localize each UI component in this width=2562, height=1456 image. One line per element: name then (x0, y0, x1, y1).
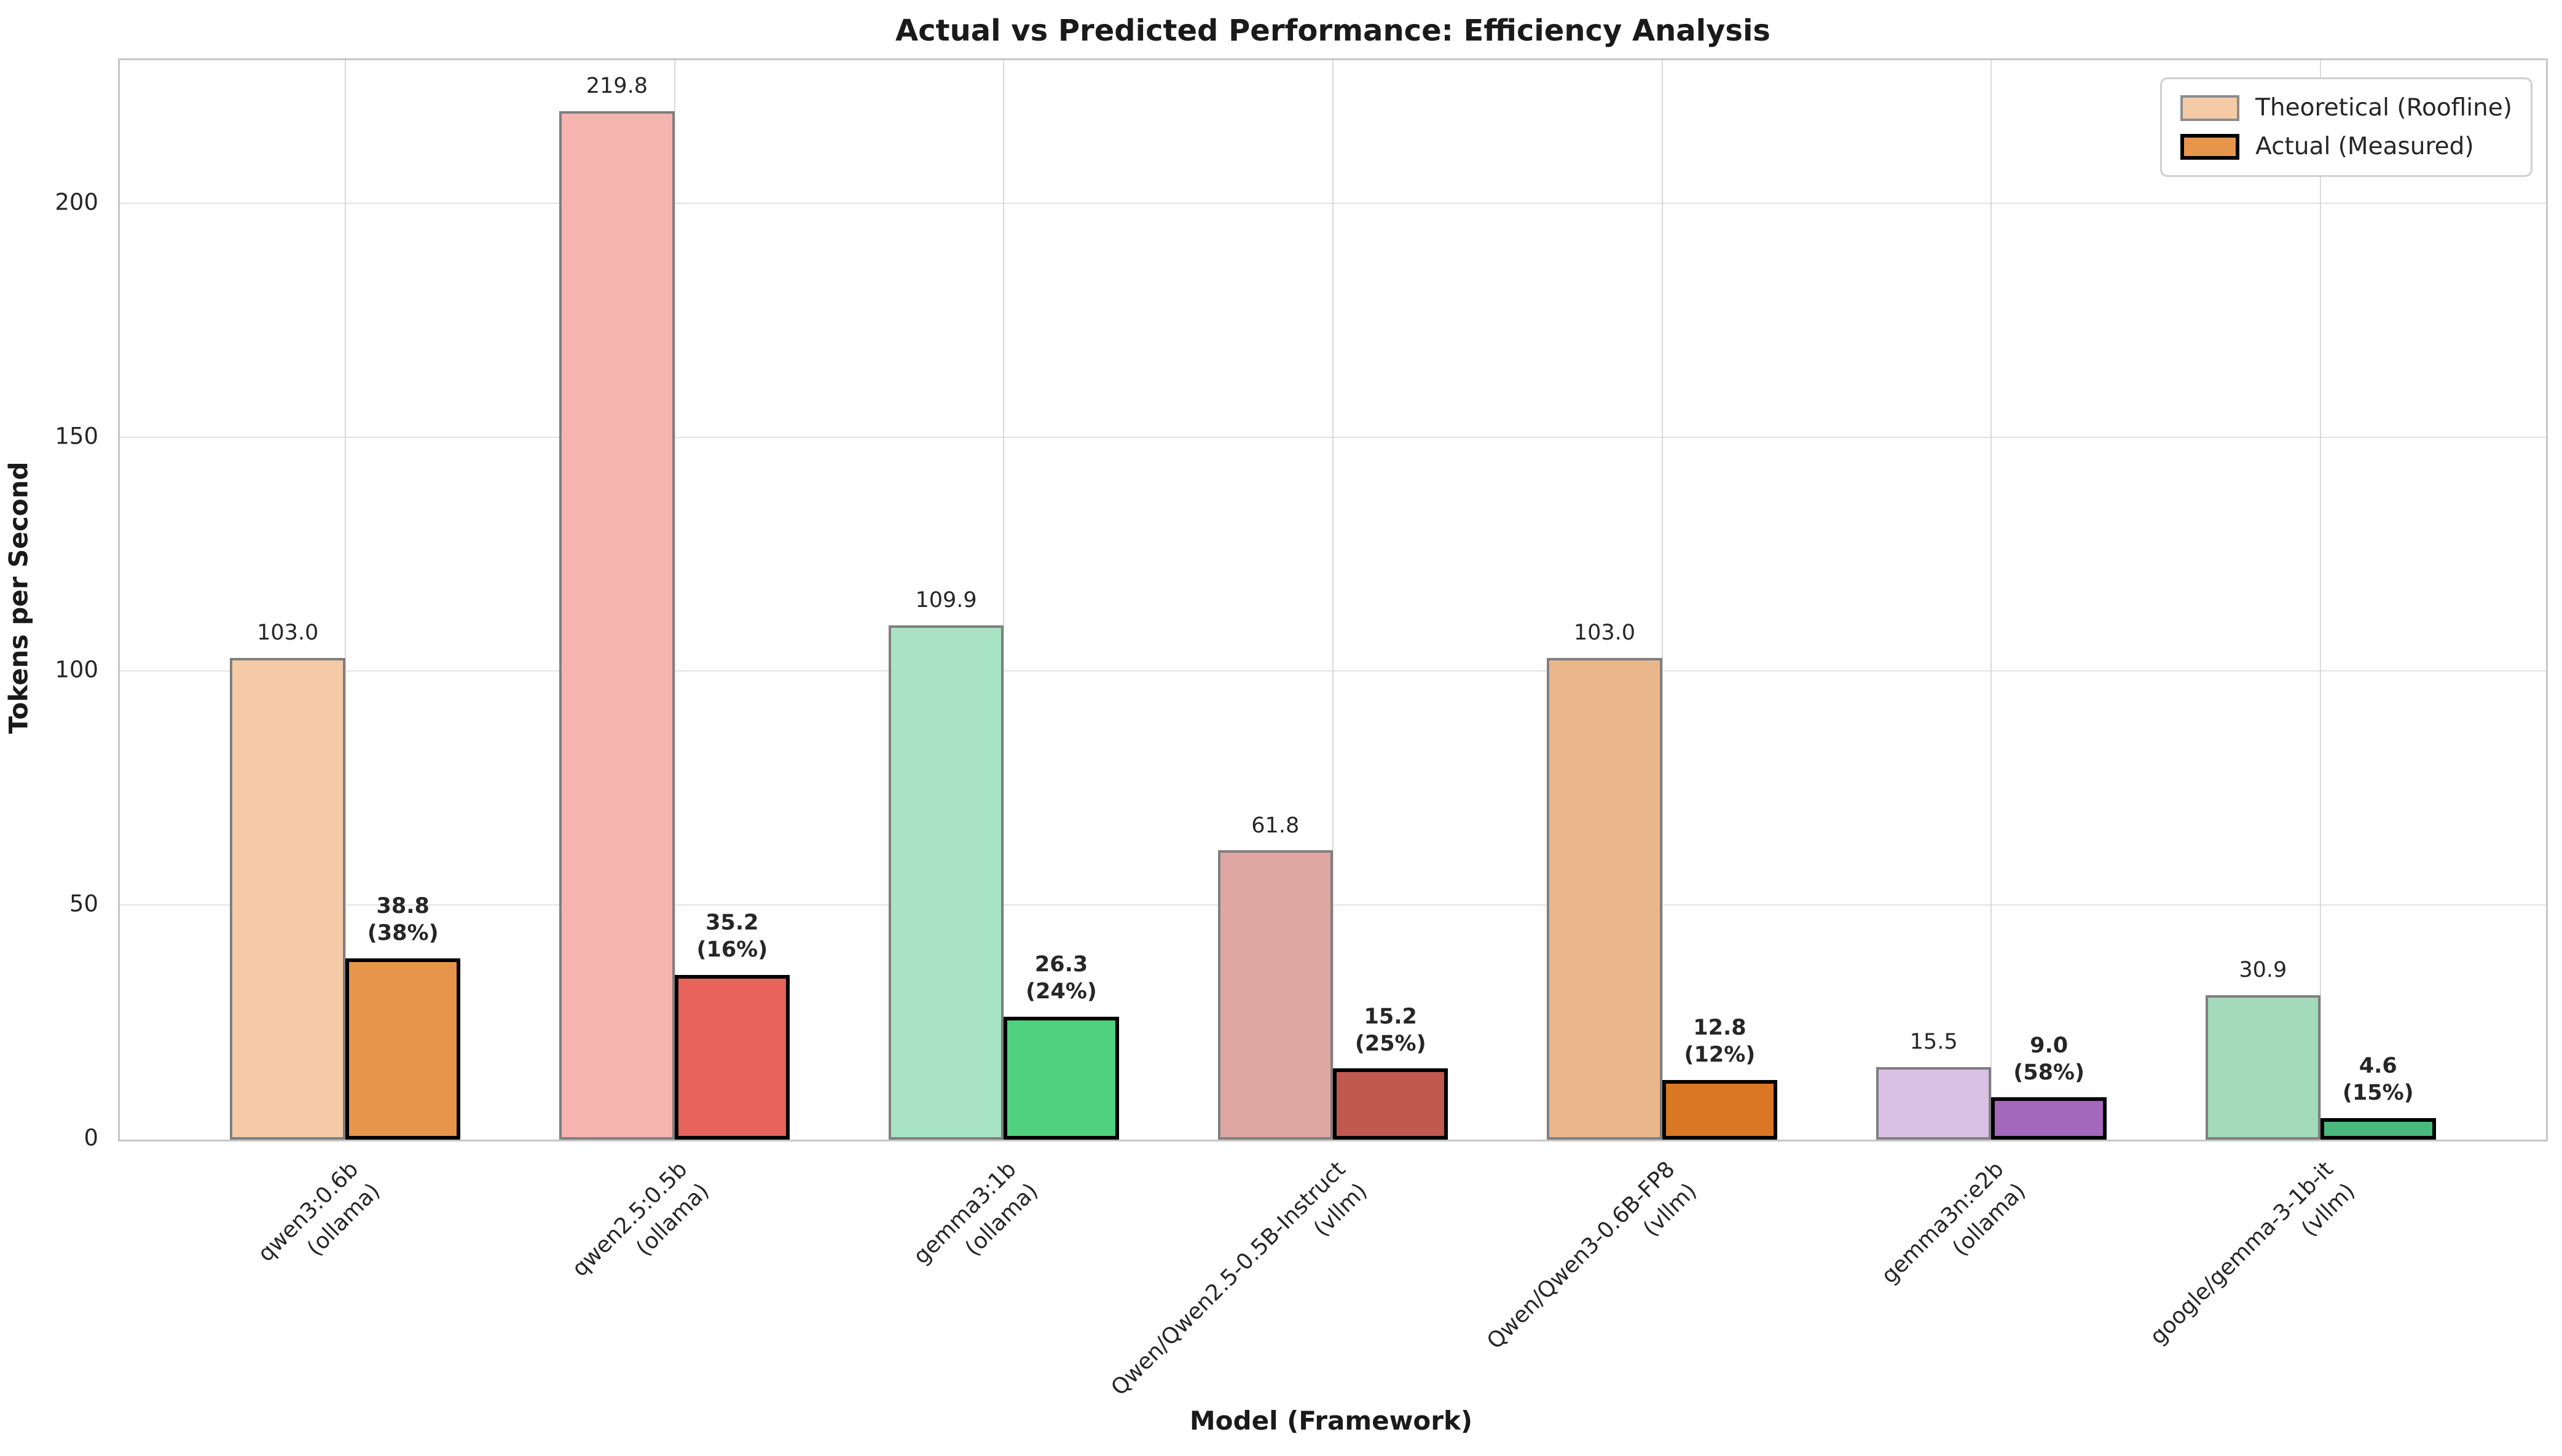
x-tick-label: gemma3:1b (ollama) (908, 1156, 1043, 1269)
legend-swatch-actual-icon (2180, 133, 2240, 160)
theoretical-value-label: 103.0 (257, 620, 319, 645)
actual-bar (674, 974, 790, 1140)
actual-value-label: 9.0 (58%) (2013, 1033, 2085, 1085)
theoretical-value-label: 219.8 (586, 74, 648, 99)
actual-bar (2320, 1117, 2436, 1140)
y-tick-label: 100 (55, 656, 98, 683)
x-tick-label: google/gemma-3-1b-it (vllm) (2145, 1156, 2360, 1350)
v-gridline (344, 60, 346, 1140)
y-tick-label: 200 (55, 189, 98, 216)
actual-bar (1662, 1079, 1778, 1140)
plot-area: 103.0 38.8 (38%) 219.8 35.2 (16%) 109.9 26.3 (24… (118, 58, 2548, 1141)
legend: Theoretical (Roofline) Actual (Measured) (2160, 77, 2533, 177)
theoretical-bar (888, 625, 1004, 1140)
actual-bar (1333, 1068, 1448, 1140)
theoretical-value-label: 15.5 (1909, 1030, 1958, 1055)
actual-value-label: 12.8 (12%) (1684, 1016, 1756, 1067)
actual-bar (1991, 1097, 2107, 1140)
actual-value-label: 26.3 (24%) (1026, 952, 1097, 1004)
v-gridline (2320, 60, 2322, 1140)
y-axis-ticks: 0 50 100 150 200 (0, 58, 98, 1151)
theoretical-bar (2205, 995, 2321, 1140)
theoretical-bar (559, 111, 675, 1140)
theoretical-value-label: 103.0 (1573, 620, 1636, 645)
y-tick-label: 50 (69, 890, 98, 917)
v-gridline (1332, 60, 1334, 1140)
v-gridline (1003, 60, 1005, 1140)
legend-entry-actual: Actual (Measured) (2180, 133, 2512, 160)
x-tick-label: Qwen/Qwen2.5-0.5B-Instruct (vllm) (1106, 1156, 1373, 1401)
x-tick-label: Qwen/Qwen3-0.6B-FP8 (vllm) (1482, 1156, 1702, 1355)
x-axis-ticks: qwen3:0.6b (ollama) qwen2.5:0.5b (ollama) ge… (118, 1150, 2544, 1408)
theoretical-bar (1876, 1067, 1992, 1140)
x-tick-label: qwen2.5:0.5b (ollama) (567, 1156, 715, 1282)
theoretical-value-label: 109.9 (915, 588, 977, 613)
theoretical-value-label: 30.9 (2239, 957, 2287, 982)
legend-swatch-theoretical-icon (2180, 95, 2240, 121)
legend-label-theoretical: Theoretical (Roofline) (2255, 94, 2512, 122)
legend-entry-theoretical: Theoretical (Roofline) (2180, 94, 2512, 122)
actual-value-label: 38.8 (38%) (367, 894, 439, 945)
v-gridline (1990, 60, 1992, 1140)
theoretical-bar (230, 657, 345, 1140)
actual-value-label: 4.6 (15%) (2342, 1054, 2414, 1106)
actual-value-label: 35.2 (16%) (696, 910, 768, 963)
x-axis-title: Model (Framework) (1189, 1406, 1473, 1436)
y-tick-label: 150 (55, 423, 98, 450)
theoretical-bar (1217, 850, 1333, 1140)
actual-bar (345, 958, 461, 1140)
legend-label-actual: Actual (Measured) (2255, 133, 2474, 160)
x-tick-label: qwen3:0.6b (ollama) (253, 1156, 385, 1267)
actual-value-label: 15.2 (25%) (1354, 1004, 1426, 1056)
theoretical-value-label: 61.8 (1251, 813, 1300, 838)
x-tick-label: gemma3n:e2b (ollama) (1877, 1156, 2031, 1289)
chart-title: Actual vs Predicted Performance: Efficie… (895, 14, 1770, 48)
v-gridline (674, 60, 675, 1140)
y-tick-label: 0 (84, 1124, 98, 1151)
v-gridline (1661, 60, 1663, 1140)
theoretical-bar (1547, 657, 1662, 1140)
actual-bar (1004, 1016, 1119, 1140)
